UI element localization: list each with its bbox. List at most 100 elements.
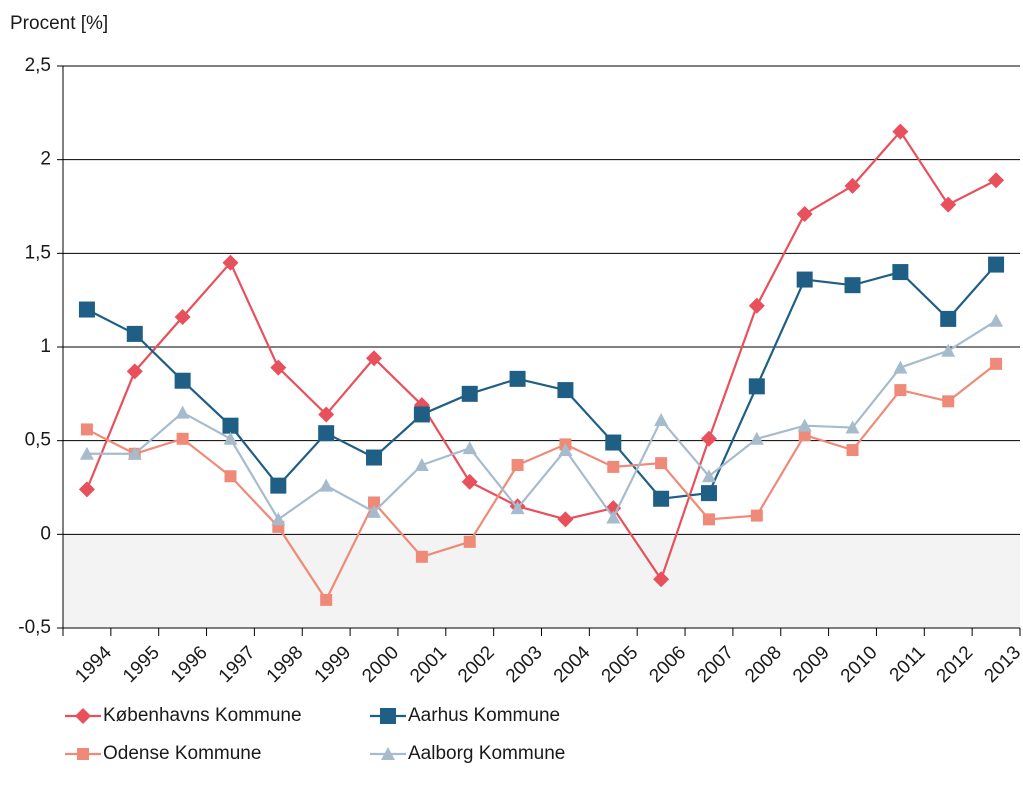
x-tick-label: 2012 xyxy=(933,642,978,687)
data-point xyxy=(413,406,430,423)
x-tick-label: 2013 xyxy=(980,642,1023,687)
data-point xyxy=(79,446,94,460)
data-point xyxy=(223,431,238,445)
data-point xyxy=(796,271,813,288)
y-axis-label: Procent [%] xyxy=(10,13,108,34)
data-point xyxy=(509,370,526,387)
x-tick-label: 2003 xyxy=(502,642,547,687)
x-tick-label: 1997 xyxy=(215,642,260,687)
x-tick-label: 2005 xyxy=(598,642,643,687)
data-point xyxy=(653,571,670,588)
x-tick-label: 1999 xyxy=(311,642,356,687)
data-point xyxy=(701,469,716,483)
data-point xyxy=(176,432,189,445)
data-point xyxy=(941,343,956,357)
x-tick-label: 1995 xyxy=(119,642,164,687)
data-point xyxy=(366,449,383,466)
data-point xyxy=(367,504,382,518)
data-point xyxy=(80,423,93,436)
x-tick-label: 2008 xyxy=(741,642,786,687)
data-point xyxy=(126,325,143,342)
data-point xyxy=(748,378,765,395)
x-tick-label: 2010 xyxy=(837,642,882,687)
data-point xyxy=(320,593,333,606)
data-point xyxy=(654,413,669,427)
data-point xyxy=(700,430,717,447)
legend-marker xyxy=(380,708,396,724)
data-point xyxy=(414,458,429,472)
data-point xyxy=(942,395,955,408)
y-tick-label: 0 xyxy=(40,523,51,544)
x-tick-label: 2006 xyxy=(645,642,690,687)
data-point xyxy=(655,457,668,470)
legend-marker xyxy=(381,747,395,760)
data-point xyxy=(797,418,812,432)
x-tick-label: 2007 xyxy=(693,642,738,687)
data-point xyxy=(988,172,1005,189)
data-point xyxy=(702,513,715,526)
data-point xyxy=(605,500,622,517)
data-point xyxy=(796,205,813,222)
data-point xyxy=(894,384,907,397)
data-point xyxy=(78,301,95,318)
y-tick-label: -0,5 xyxy=(18,617,51,638)
data-point xyxy=(748,297,765,314)
data-point xyxy=(271,512,286,526)
x-tick-label: 2000 xyxy=(358,642,403,687)
data-point xyxy=(319,478,334,492)
x-tick-label: 2004 xyxy=(550,642,595,687)
data-point xyxy=(126,363,143,380)
data-point xyxy=(749,431,764,445)
data-point xyxy=(366,350,383,367)
data-point xyxy=(318,406,335,423)
data-point xyxy=(893,360,908,374)
data-point xyxy=(461,385,478,402)
data-point xyxy=(653,490,670,507)
data-point xyxy=(798,429,811,442)
data-point xyxy=(174,309,191,326)
x-tick-label: 2001 xyxy=(406,642,451,687)
data-point xyxy=(846,444,859,457)
series-line xyxy=(85,129,997,582)
data-point xyxy=(750,509,763,522)
data-point xyxy=(222,417,239,434)
y-tick-label: 0,5 xyxy=(25,430,51,451)
data-point xyxy=(844,277,861,294)
data-point xyxy=(557,382,574,399)
series-line xyxy=(86,362,997,603)
y-tick-label: 2,5 xyxy=(25,55,51,76)
data-point xyxy=(605,434,622,451)
data-point xyxy=(224,470,237,483)
legend-label: Aarhus Kommune xyxy=(408,705,560,726)
data-point xyxy=(461,473,478,490)
data-point xyxy=(990,357,1003,370)
data-point xyxy=(606,510,621,524)
data-point xyxy=(989,313,1004,327)
data-point xyxy=(892,264,909,281)
data-point xyxy=(174,372,191,389)
data-point xyxy=(940,196,957,213)
data-point xyxy=(607,460,620,473)
data-point xyxy=(700,485,717,502)
legend-label: Odense Kommune xyxy=(103,743,261,764)
series-line xyxy=(86,319,997,521)
data-point xyxy=(892,123,909,140)
series-line xyxy=(86,263,997,500)
data-point xyxy=(845,420,860,434)
data-point xyxy=(270,477,287,494)
y-tick-label: 1,5 xyxy=(25,242,51,263)
x-tick-label: 1994 xyxy=(71,642,116,687)
data-point xyxy=(510,501,525,515)
data-point xyxy=(78,481,95,498)
y-tick-label: 1 xyxy=(40,336,51,357)
y-tick-label: 2 xyxy=(40,149,51,170)
data-point xyxy=(175,405,190,419)
data-point xyxy=(462,441,477,455)
x-tick-label: 2011 xyxy=(886,642,930,686)
data-point xyxy=(463,535,476,548)
data-point xyxy=(844,177,861,194)
data-point xyxy=(270,359,287,376)
x-tick-label: 2002 xyxy=(454,642,499,687)
negative-region xyxy=(63,534,1020,628)
